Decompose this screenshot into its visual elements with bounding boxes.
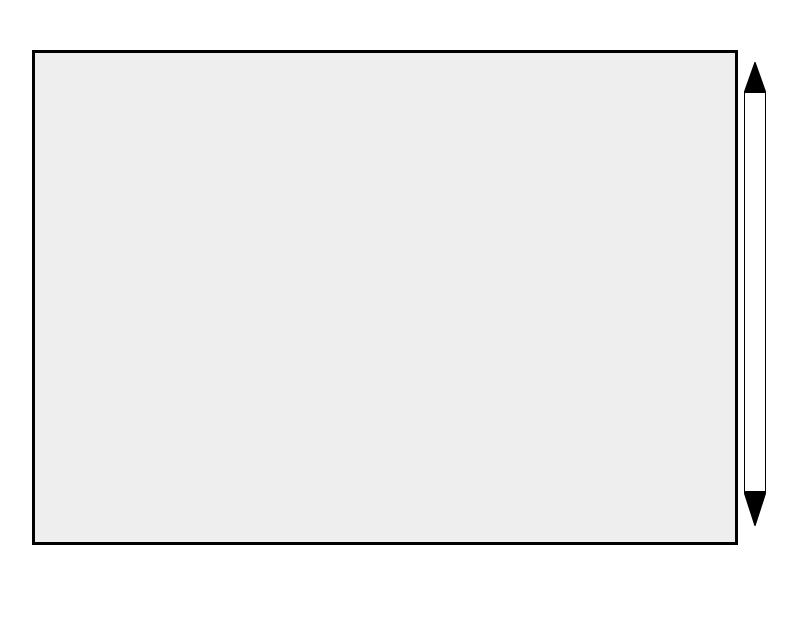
colorbar-over-arrow: [744, 62, 766, 93]
precipitation-map[interactable]: [32, 50, 738, 545]
colorbar-under-arrow: [744, 492, 766, 526]
precipitation-colorbar[interactable]: [744, 92, 766, 492]
map-canvas[interactable]: [35, 53, 735, 542]
